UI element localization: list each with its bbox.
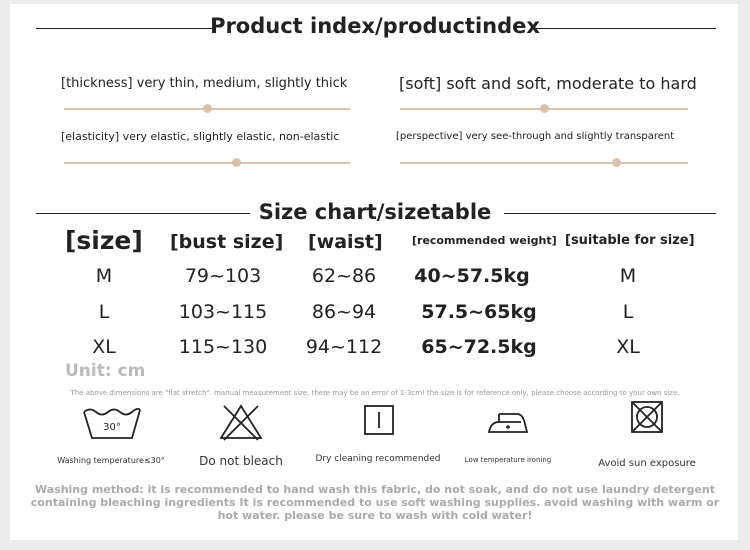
size-table-cell: XL bbox=[616, 336, 640, 358]
dry-clean-icon bbox=[364, 405, 394, 435]
care-item-iron: Low temperature ironing bbox=[433, 400, 583, 464]
perspective-label: [perspective] very see-through and sligh… bbox=[396, 131, 675, 142]
perspective-scale bbox=[400, 158, 688, 167]
size-chart-title: Size chart/sizetable bbox=[258, 200, 492, 224]
care-label-iron: Low temperature ironing bbox=[464, 456, 552, 464]
size-table-cell: L bbox=[98, 301, 110, 323]
size-table-cell: 65~72.5kg bbox=[421, 336, 537, 358]
elasticity-marker bbox=[231, 158, 241, 167]
care-label-bleach: Do not bleach bbox=[199, 454, 283, 468]
size-table-cell: M bbox=[619, 265, 637, 287]
thickness-scale bbox=[64, 104, 350, 113]
thickness-label: [thickness] very thin, medium, slightly … bbox=[61, 76, 348, 91]
care-label-dryclean: Dry cleaning recommended bbox=[315, 454, 441, 464]
perspective-marker bbox=[612, 158, 621, 167]
size-table-cell: 62~86 bbox=[311, 265, 377, 287]
size-table-cell: M bbox=[95, 265, 113, 287]
care-item-wash: 30° Washing temperature≤30° bbox=[36, 400, 186, 465]
care-item-bleach: Do not bleach bbox=[166, 400, 316, 468]
soft-marker bbox=[540, 104, 549, 113]
size-table-cell: L bbox=[622, 301, 634, 323]
care-item-dryclean: Dry cleaning recommended bbox=[303, 400, 453, 464]
size-table-cell: 94~112 bbox=[305, 336, 383, 358]
size-rule-right bbox=[504, 213, 716, 214]
unit-label: Unit: cm bbox=[65, 361, 146, 381]
soft-scale bbox=[400, 104, 688, 113]
header-suitable: [suitable for size] bbox=[565, 233, 695, 248]
size-table-cell: 79~103 bbox=[184, 265, 262, 287]
washing-tub-icon: 30° bbox=[83, 407, 141, 439]
size-table-cell: XL bbox=[92, 336, 116, 358]
care-label-wash: Washing temperature≤30° bbox=[57, 456, 165, 465]
size-table-cell: 86~94 bbox=[311, 301, 377, 323]
thickness-marker bbox=[203, 104, 212, 113]
no-bleach-icon bbox=[219, 404, 263, 441]
size-note: The above dimensions are "flat stretch".… bbox=[70, 389, 680, 397]
header-size: [size] bbox=[65, 226, 143, 255]
size-table-cell: 103~115 bbox=[178, 301, 268, 323]
size-table-cell: 57.5~65kg bbox=[421, 301, 537, 323]
care-item-sun: Avoid sun exposure bbox=[572, 400, 722, 469]
washing-method-text: Washing method: it is recommended to han… bbox=[30, 483, 720, 522]
size-rule-left bbox=[36, 213, 250, 214]
no-sun-icon bbox=[631, 401, 663, 433]
title-rule-left bbox=[36, 28, 214, 29]
page-card bbox=[10, 4, 738, 540]
header-waist: [waist] bbox=[308, 231, 383, 253]
header-bust: [bust size] bbox=[170, 231, 284, 253]
header-weight: [recommended weight] bbox=[412, 234, 557, 247]
elasticity-scale bbox=[64, 158, 350, 167]
title-rule-right bbox=[536, 28, 716, 29]
size-table-cell: 40~57.5kg bbox=[414, 265, 530, 287]
wash-temp-text: 30° bbox=[103, 422, 121, 433]
care-label-sun: Avoid sun exposure bbox=[598, 458, 696, 469]
iron-low-icon bbox=[487, 413, 529, 433]
size-table-cell: 115~130 bbox=[178, 336, 268, 358]
product-index-title: Product index/productindex bbox=[210, 14, 540, 38]
soft-label: [soft] soft and soft, moderate to hard bbox=[399, 74, 697, 93]
elasticity-label: [elasticity] very elastic, slightly elas… bbox=[61, 130, 340, 143]
